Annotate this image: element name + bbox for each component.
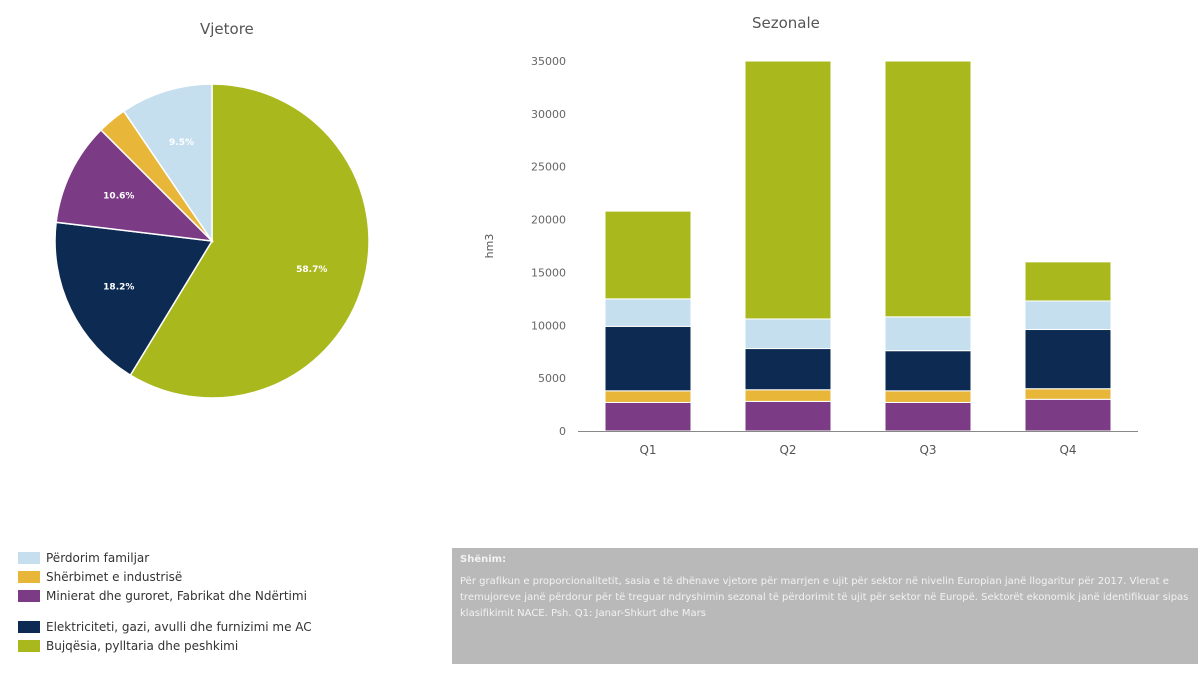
pie-slice (55, 128, 215, 243)
pie-slice (54, 221, 214, 377)
note-text: Për grafikun e proporcionalitetit, sasia… (460, 576, 1189, 619)
bar-segment (604, 390, 692, 403)
bar-chart-title: Sezonale (752, 14, 820, 32)
bar-segment (604, 401, 692, 432)
bar-segment (1024, 329, 1112, 390)
bar-segment (884, 350, 972, 392)
bar-segment (744, 348, 832, 391)
legend-swatch (18, 570, 40, 583)
legend-item-elektriciteti: Elektriciteti, gazi, avulli dhe furnizim… (18, 617, 438, 636)
x-tick-label: Q2 (779, 443, 796, 457)
bar-segment (1024, 398, 1112, 432)
legend-swatch (18, 551, 40, 564)
legend-item-minierat: Minierat dhe guroret, Fabrikat dhe Ndërt… (18, 586, 438, 605)
pie-data-label: 58.7% (296, 265, 327, 275)
legend-item-bujqesia: Bujqësia, pylltaria dhe peshkimi (18, 636, 438, 655)
bar-segment (744, 400, 832, 432)
y-tick-label: 35000 (531, 55, 566, 68)
legend-label: Elektriciteti, gazi, avulli dhe furnizim… (46, 619, 312, 634)
bar-segment (1024, 388, 1112, 400)
pie-slice (129, 83, 370, 399)
y-tick-label: 5000 (538, 372, 566, 385)
x-tick-label: Q1 (639, 443, 656, 457)
pie-data-label: 18.2% (103, 282, 134, 292)
bar-segment (744, 60, 832, 320)
bar-segment (604, 298, 692, 327)
bar-segment (884, 316, 972, 352)
legend-label: Minierat dhe guroret, Fabrikat dhe Ndërt… (46, 588, 307, 603)
x-tick-label: Q3 (919, 443, 936, 457)
pie-chart: 58.7% 18.2% 10.6% 9.5% (54, 83, 370, 399)
y-axis-label: hm3 (483, 234, 496, 259)
note-title: Shënim: (460, 554, 507, 565)
bar-segment (884, 401, 972, 432)
legend-label: Përdorim familjar (46, 550, 150, 565)
legend: Përdorim familjar Shërbimet e industrisë… (18, 548, 438, 655)
legend-item-perdorim-familjar: Përdorim familjar (18, 548, 438, 567)
legend-label: Shërbimet e industrisë (46, 569, 183, 584)
bar-segment (1024, 261, 1112, 302)
bar-segment (884, 60, 972, 318)
bar-segment (744, 318, 832, 350)
x-tick-label: Q4 (1059, 443, 1076, 457)
pie-data-label: 10.6% (103, 192, 134, 202)
y-tick-label: 20000 (531, 214, 566, 227)
pie-data-label: 9.5% (169, 138, 194, 148)
pie-chart-title: Vjetore (200, 20, 254, 38)
bar-segment (604, 210, 692, 300)
note-box: Shënim: Për grafikun e proporcionaliteti… (452, 548, 1198, 664)
y-tick-label: 0 (559, 425, 566, 438)
legend-swatch (18, 639, 40, 652)
legend-label: Bujqësia, pylltaria dhe peshkimi (46, 638, 239, 653)
pie-slice (122, 83, 213, 244)
y-tick-label: 10000 (531, 319, 566, 332)
bar-segment (604, 325, 692, 392)
bar-segment (884, 390, 972, 403)
y-tick-label: 30000 (531, 108, 566, 121)
bar-segment (744, 389, 832, 402)
legend-item-sherbimet: Shërbimet e industrisë (18, 567, 438, 586)
legend-swatch (18, 620, 40, 633)
legend-swatch (18, 589, 40, 602)
stacked-bar-chart: 0 5000 10000 15000 20000 25000 30000 35000 hm3 Q1… (483, 55, 1138, 457)
bar-segment (1024, 300, 1112, 331)
y-tick-label: 25000 (531, 161, 566, 174)
y-tick-label: 15000 (531, 266, 566, 279)
